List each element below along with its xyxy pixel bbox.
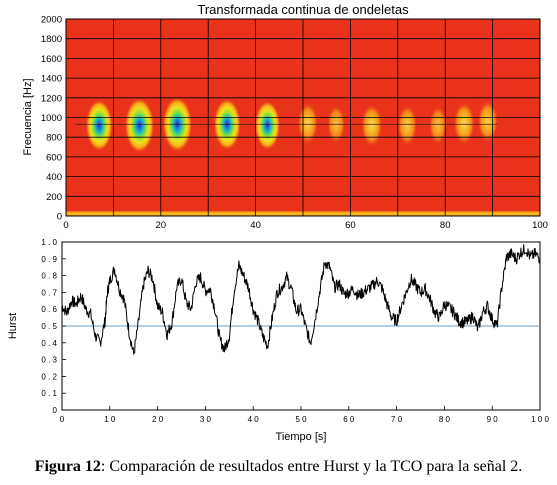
hurst-y-tick-label: 1 . 0 <box>41 238 57 247</box>
cwt-x-axis: 0 20 40 60 80 100 <box>63 220 548 231</box>
cwt-x-tick-label: 0 <box>63 220 68 231</box>
cwt-blob <box>254 100 281 151</box>
hurst-y-axis: 0 0 . 1 0 . 2 0 . 3 0 . 4 0 . 5 0 . 6 0 . 7 0 . … <box>41 238 66 415</box>
hurst-x-tick-label: 1 0 <box>104 415 116 424</box>
hurst-chart: 0 0 . 1 0 . 2 0 . 3 0 . 4 0 . 5 0 . 6 0 . 7 0 . … <box>7 238 549 443</box>
cwt-title: Transformada continua de ondeletas <box>197 2 409 17</box>
cwt-blob <box>428 105 448 145</box>
cwt-y-tick-label: 1000 <box>41 113 62 124</box>
hurst-y-tick-label: 0 <box>53 406 58 415</box>
hurst-y-tick-label: 0 . 9 <box>41 255 57 264</box>
cwt-blob <box>124 97 155 154</box>
hurst-series-line <box>61 244 541 355</box>
hurst-y-tick-label: 0 . 3 <box>41 356 57 365</box>
hurst-y-tick-label: 0 . 5 <box>41 322 57 331</box>
hurst-y-tick-label: 0 . 4 <box>41 339 57 348</box>
cwt-frame <box>65 18 541 217</box>
cwt-chart: Transformada continua de ondeletas 02004… <box>22 2 548 231</box>
hurst-x-tick-label: 5 0 <box>295 415 307 424</box>
cwt-x-tick-label: 40 <box>250 220 261 231</box>
cwt-blob <box>297 102 319 145</box>
cwt-y-tick-label: 600 <box>46 152 62 163</box>
figure-caption: Figura 12: Comparación de resultados ent… <box>0 458 557 476</box>
cwt-blob <box>477 100 499 143</box>
hurst-ylabel: Hurst <box>7 313 19 339</box>
cwt-y-axis: 0 200 400 600 800 1000 1200 1400 1600 1800 2000 <box>41 15 62 223</box>
cwt-y-tick-label: 800 <box>46 133 62 144</box>
hurst-x-tick-label: 9 0 <box>487 415 499 424</box>
cwt-x-tick-label: 80 <box>440 220 451 231</box>
cwt-y-tick-label: 1200 <box>41 93 62 104</box>
caption-label: Figura 12 <box>34 458 101 475</box>
cwt-y-tick-label: 200 <box>46 192 62 203</box>
cwt-y-tick-label: 1600 <box>41 54 62 65</box>
cwt-ylabel: Frecuencia [Hz] <box>22 78 34 155</box>
hurst-xlabel: Tiempo [s] <box>276 431 327 443</box>
hurst-y-tick-label: 0 . 6 <box>41 305 57 314</box>
cwt-y-tick-label: 2000 <box>41 15 62 26</box>
hurst-x-tick-label: 4 0 <box>248 415 260 424</box>
hurst-x-tick-label: 6 0 <box>343 415 355 424</box>
cwt-y-tick-label: 1800 <box>41 34 62 45</box>
hurst-x-tick-label: 2 0 <box>152 415 164 424</box>
hurst-x-tick-label: 7 0 <box>391 415 403 424</box>
hurst-x-tick-label: 8 0 <box>439 415 451 424</box>
cwt-y-tick-label: 1400 <box>41 74 62 85</box>
hurst-x-tick-label: 1 0 0 <box>531 415 549 424</box>
cwt-y-tick-label: 400 <box>46 172 62 183</box>
hurst-x-axis: 0 1 0 2 0 3 0 4 0 5 0 6 0 7 0 8 0 9 0 1 0 0 <box>60 406 549 424</box>
cwt-blob <box>453 101 476 146</box>
cwt-x-tick-label: 60 <box>345 220 356 231</box>
cwt-y-tick-label: 0 <box>57 212 62 223</box>
cwt-blob <box>85 99 113 152</box>
cwt-blob <box>360 103 383 148</box>
hurst-x-tick-label: 0 <box>60 415 65 424</box>
hurst-x-tick-label: 3 0 <box>200 415 212 424</box>
hurst-y-tick-label: 0 . 8 <box>41 272 57 281</box>
cwt-x-tick-label: 20 <box>156 220 167 231</box>
caption-text: : Comparación de resultados entre Hurst … <box>100 458 523 475</box>
hurst-y-tick-label: 0 . 7 <box>41 288 57 297</box>
hurst-y-tick-label: 0 . 2 <box>41 372 57 381</box>
cwt-blob <box>397 104 418 147</box>
cwt-x-tick-label: 100 <box>532 220 548 231</box>
hurst-y-tick-label: 0 . 1 <box>41 389 57 398</box>
